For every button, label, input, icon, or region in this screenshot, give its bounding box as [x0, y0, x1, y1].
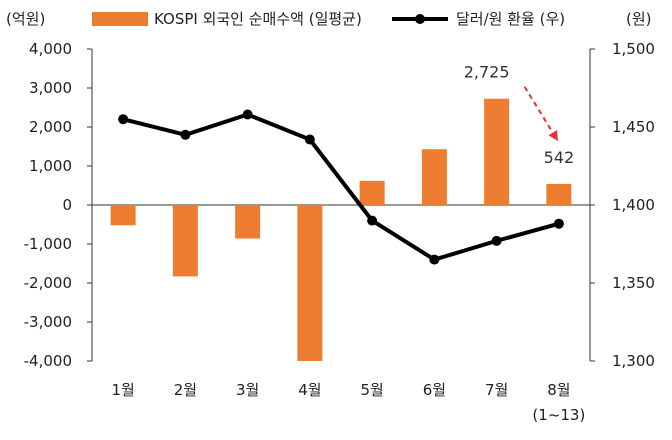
exchange-rate-line [122, 112, 560, 262]
x-label-2: 2월 [174, 381, 197, 399]
bar-8 [546, 183, 572, 205]
bar-2 [172, 205, 198, 277]
right-tick-label: 1,400 [612, 196, 655, 214]
right-axis-ticks: 1,500 1,450 1,400 1,350 1,300 [590, 40, 655, 370]
right-axis-unit: (원) [626, 10, 652, 28]
bar-7 [484, 98, 510, 205]
line-point-8 [553, 218, 564, 229]
legend-swatch-bar [92, 12, 148, 26]
x-axis-note: (1~13) [532, 406, 585, 424]
left-axis-ticks: 4,000 3,000 2,000 1,000 0 -1,000 -2,000 -3,000 -… [24, 40, 92, 370]
annotation-arrow [523, 86, 558, 142]
left-tick-label: 1,000 [29, 157, 72, 175]
line-point-1 [118, 114, 129, 125]
bar-4 [297, 205, 323, 361]
bar-1 [110, 205, 136, 226]
left-tick-label: -1,000 [24, 235, 72, 253]
line-point-6 [429, 254, 440, 265]
x-axis-labels: 1월 2월 3월 4월 5월 6월 7월 8월 [111, 381, 570, 399]
left-tick-label: 4,000 [29, 40, 72, 58]
left-tick-label: 2,000 [29, 118, 72, 136]
legend-label-line: 달러/원 환율 (우) [456, 10, 565, 28]
left-tick-label: 3,000 [29, 79, 72, 97]
line-point-2 [180, 129, 191, 140]
annotation-august-value: 542 [544, 148, 575, 167]
legend: KOSPI 외국인 순매수액 (일평균) 달러/원 환율 (우) [92, 10, 565, 28]
right-tick-label: 1,450 [612, 118, 655, 136]
x-label-5: 5월 [360, 381, 383, 399]
right-tick-label: 1,500 [612, 40, 655, 58]
x-label-8: 8월 [547, 381, 570, 399]
left-tick-label: -3,000 [24, 313, 72, 331]
bar-series [110, 98, 572, 361]
line-point-4 [304, 134, 315, 145]
x-label-4: 4월 [298, 381, 321, 399]
bar-5 [359, 180, 385, 205]
annotations: 2,725 542 [464, 63, 574, 167]
line-series [118, 109, 564, 265]
left-tick-label: -2,000 [24, 274, 72, 292]
bar-6 [421, 149, 447, 205]
x-label-6: 6월 [423, 381, 446, 399]
annotation-july-value: 2,725 [464, 63, 510, 82]
legend-swatch-marker [415, 14, 425, 24]
left-axis-unit: (억원) [6, 10, 45, 28]
x-label-1: 1월 [111, 381, 134, 399]
line-point-5 [367, 215, 378, 226]
right-tick-label: 1,350 [612, 274, 655, 292]
left-tick-label: 0 [62, 196, 72, 214]
line-point-7 [491, 235, 502, 246]
bar-3 [235, 205, 261, 239]
legend-label-bar: KOSPI 외국인 순매수액 (일평균) [154, 10, 362, 28]
line-point-3 [242, 109, 253, 120]
left-tick-label: -4,000 [24, 352, 72, 370]
x-label-3: 3월 [236, 381, 259, 399]
x-label-7: 7월 [485, 381, 508, 399]
right-tick-label: 1,300 [612, 352, 655, 370]
